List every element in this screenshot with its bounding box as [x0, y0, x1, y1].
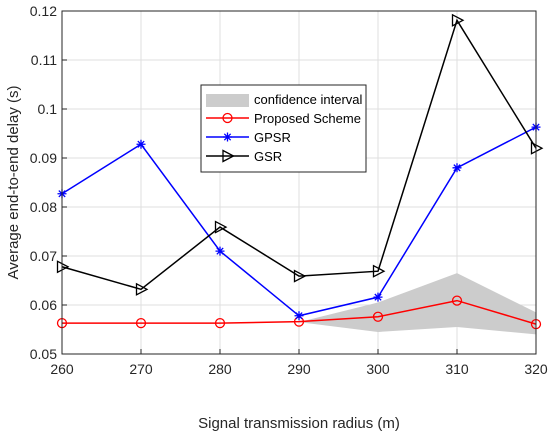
- legend-symbol-gpsr: [206, 132, 249, 142]
- data-point-marker: [214, 317, 226, 329]
- data-point-marker: [135, 282, 149, 296]
- data-point-marker: [293, 269, 307, 283]
- series-proposed-scheme: [56, 295, 542, 330]
- series-line: [61, 18, 537, 291]
- legend-marker: [222, 149, 235, 163]
- legend-swatch-confidence-interval: [206, 94, 249, 107]
- data-point-marker: [135, 317, 147, 329]
- data-point-marker: [530, 141, 544, 155]
- x-tick-label: 270: [129, 361, 153, 377]
- x-tick-label: 260: [50, 361, 74, 377]
- y-tick-label: 0.1: [38, 101, 58, 117]
- legend-label-gpsr: GPSR: [254, 130, 291, 145]
- axes-box: [61, 10, 537, 355]
- legend-symbols: [206, 94, 249, 163]
- legend: confidence interval Proposed Scheme GPSR…: [200, 84, 367, 173]
- x-tick-label: 310: [445, 361, 469, 377]
- data-point-marker: [294, 311, 304, 321]
- y-tick-label: 0.12: [30, 3, 57, 19]
- legend-label-gsr: GSR: [254, 149, 282, 164]
- x-tick-label: 300: [366, 361, 390, 377]
- data-point-marker: [373, 292, 383, 302]
- legend-label-proposed-scheme: Proposed Scheme: [254, 111, 361, 126]
- legend-marker: [222, 112, 233, 124]
- x-tick-label: 290: [287, 361, 311, 377]
- y-tick-label: 0.06: [30, 297, 57, 313]
- y-tick-label: 0.08: [30, 199, 57, 215]
- confidence-band: [299, 273, 536, 335]
- y-tick-label: 0.11: [31, 52, 57, 68]
- legend-marker: [223, 132, 232, 142]
- data-point-marker: [215, 246, 225, 256]
- data-point-marker: [372, 311, 384, 322]
- data-point-marker: [452, 163, 462, 173]
- legend-label-confidence-interval: confidence interval: [254, 92, 363, 107]
- legend-symbol-gsr: [206, 149, 249, 163]
- axes: [61, 10, 537, 355]
- y-tick-label: 0.07: [30, 248, 57, 264]
- y-axis-title: Average end-to-end delay (s): [5, 85, 22, 279]
- data-point-marker: [451, 13, 465, 27]
- legend-symbol-proposed-scheme: [206, 112, 249, 124]
- data-point-marker: [214, 220, 228, 234]
- data-point-marker: [372, 264, 386, 278]
- y-tick-label: 0.05: [30, 346, 57, 362]
- data-point-marker: [136, 139, 146, 149]
- tick-labels: 260 270 280 290 300 310 320 0.05 0.06 0.07 0.08 0.0…: [30, 3, 548, 377]
- x-tick-label: 320: [524, 361, 548, 377]
- data-point-marker: [56, 260, 70, 274]
- series-gsr: [56, 13, 544, 296]
- x-axis-title: Signal transmission radius (m): [198, 415, 400, 432]
- confidence-band-layer: [299, 273, 536, 335]
- y-tick-label: 0.09: [30, 150, 57, 166]
- series-line: [62, 299, 537, 325]
- x-tick-label: 280: [208, 361, 232, 377]
- data-point-marker: [451, 295, 463, 306]
